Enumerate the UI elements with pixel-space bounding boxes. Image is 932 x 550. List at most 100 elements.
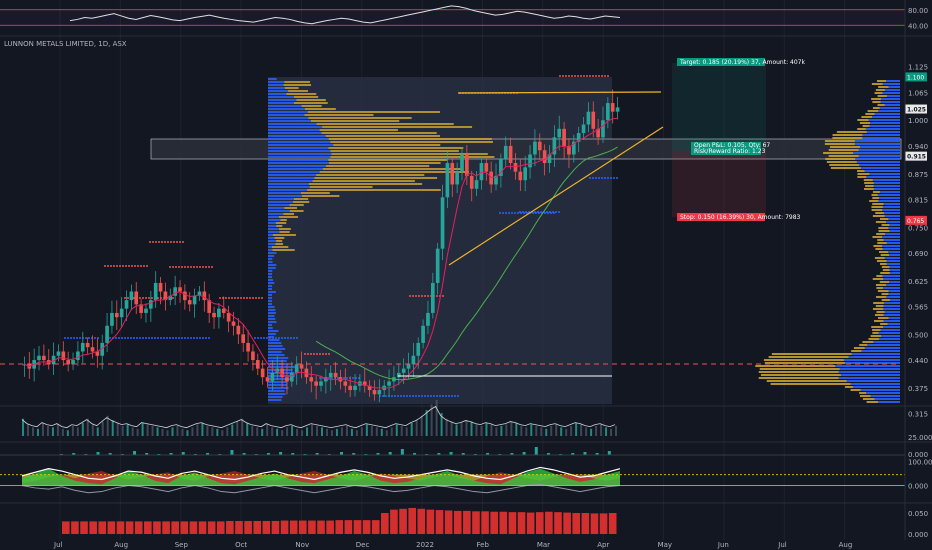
vp-visible-bar-gold	[880, 323, 888, 325]
level-dot	[520, 212, 522, 214]
level-dot	[592, 177, 594, 179]
level-dot	[322, 353, 324, 355]
vp-visible-bar-blue	[870, 122, 900, 124]
vp-visible-bar-blue	[883, 206, 900, 208]
candle-body	[504, 146, 508, 159]
vp-range-bar-blue	[268, 330, 278, 332]
vp-visible-bar-gold	[873, 278, 884, 280]
bottom-histogram-bar	[62, 521, 70, 534]
bottom-histogram-bar	[117, 521, 125, 534]
vp-visible-bar-blue	[890, 269, 900, 271]
vp-range-bar-blue	[268, 207, 284, 209]
vp-visible-bar-gold	[837, 131, 867, 133]
level-dot	[400, 395, 402, 397]
vp-visible-bar-blue	[883, 287, 900, 289]
vp-visible-bar-blue	[853, 386, 900, 388]
level-dot	[409, 395, 411, 397]
volume-bar	[37, 429, 39, 436]
oscillator-tick-label: 40.00	[908, 22, 928, 30]
vp-range-bar-blue	[268, 240, 276, 242]
level-dot	[85, 337, 87, 339]
level-dot	[586, 75, 588, 77]
vp-visible-bar-blue	[889, 224, 900, 226]
vp-visible-bar-blue	[857, 161, 900, 163]
volume-bar	[505, 424, 507, 436]
level-dot	[415, 295, 417, 297]
vp-visible-bar-gold	[876, 233, 885, 235]
candle-body	[237, 326, 241, 335]
vp-visible-bar-gold	[873, 302, 884, 304]
level-dot	[445, 395, 447, 397]
vp-visible-bar-gold	[860, 122, 870, 124]
vp-visible-bar-blue	[866, 128, 900, 130]
level-dot	[613, 177, 615, 179]
vp-visible-bar-gold	[878, 104, 885, 106]
vp-visible-bar-blue	[890, 230, 900, 232]
level-dot	[457, 395, 459, 397]
bottom-histogram-bar	[98, 521, 106, 534]
volume-bar	[406, 427, 408, 436]
vp-range-bar-blue	[268, 90, 288, 92]
volume-bar	[401, 426, 403, 436]
bottom-histogram-bar	[490, 512, 498, 534]
vp-visible-bar-blue	[884, 212, 900, 214]
vp-visible-bar-gold	[864, 179, 873, 181]
vp-visible-bar-gold	[875, 212, 884, 214]
vp-range-bar-blue	[268, 216, 279, 218]
vp-visible-bar-gold	[869, 200, 878, 202]
bottom-histogram-bar	[290, 521, 298, 534]
vp-visible-bar-gold	[857, 170, 865, 172]
candle-body	[412, 356, 416, 365]
bottom-histogram-bar	[326, 521, 334, 534]
vp-range-bar-blue	[268, 261, 273, 263]
volume-bar	[271, 427, 273, 436]
volume-bar	[600, 424, 602, 436]
vp-visible-bar-gold	[876, 221, 886, 223]
vp-range-bar-blue	[268, 162, 329, 164]
candle-body	[144, 309, 148, 313]
bottom-histogram-bar	[481, 511, 489, 534]
level-dot	[131, 265, 133, 267]
vp-range-bar-gold	[276, 225, 282, 227]
vp-visible-bar-gold	[857, 173, 869, 175]
vp-visible-bar-gold	[759, 371, 839, 373]
vp-range-bar-blue	[268, 303, 272, 305]
vp-range-bar-gold	[322, 126, 472, 128]
vp-visible-bar-gold	[829, 155, 859, 157]
volume-bar	[336, 429, 338, 436]
level-dot	[175, 266, 177, 268]
level-dot	[257, 337, 259, 339]
vp-range-bar-blue	[268, 273, 272, 275]
vp-range-bar-blue	[268, 318, 275, 320]
level-dot	[263, 337, 265, 339]
volume-bar	[466, 420, 468, 436]
vp-range-bar-gold	[330, 150, 458, 152]
level-dot	[202, 266, 204, 268]
vp-range-bar-blue	[268, 276, 272, 278]
bottom-histogram-bar	[582, 513, 590, 534]
bottom-histogram-bar	[208, 521, 216, 534]
volume-bar	[331, 430, 333, 436]
vp-visible-bar-blue	[873, 179, 900, 181]
vp-range-bar-gold	[286, 93, 316, 95]
vp-range-bar-blue	[268, 177, 314, 179]
candle-body	[460, 154, 464, 171]
vp-visible-bar-blue	[869, 119, 900, 121]
level-dot	[139, 337, 141, 339]
volume-bar	[316, 426, 318, 436]
vp-range-bar-blue	[268, 237, 275, 239]
vp-visible-bar-blue	[867, 131, 900, 133]
level-dot	[64, 337, 66, 339]
candle-body	[42, 356, 46, 360]
price-tick-label: 0.375	[908, 385, 928, 393]
vp-visible-bar-gold	[833, 134, 863, 136]
volume-bar	[475, 424, 477, 436]
vp-range-bar-blue	[268, 180, 312, 182]
small-histogram-bar	[535, 447, 538, 455]
candle-body	[212, 313, 216, 317]
bottom-histogram-bar	[199, 521, 207, 534]
vp-visible-bar-blue	[880, 191, 900, 193]
candle-body	[611, 103, 615, 112]
vp-visible-bar-gold	[871, 98, 881, 100]
level-dot	[589, 75, 591, 77]
